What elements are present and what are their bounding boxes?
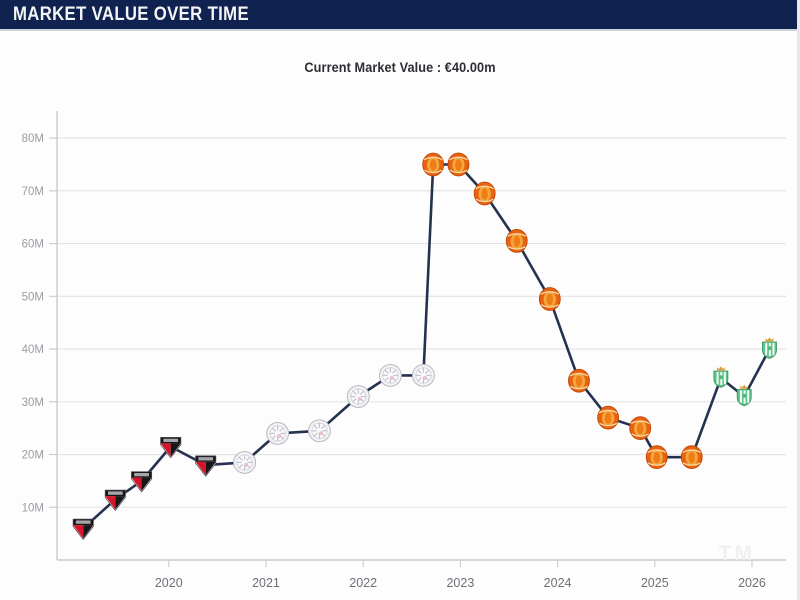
y-axis-tick-label: 60M [22, 239, 44, 251]
axis-lines [56, 111, 786, 561]
club-crest-orange-icon [597, 405, 620, 430]
chart-plot-area: 10M 20M 30M 40M 50M 60M 70M 80M 2020 2021 2022 202… [0, 95, 797, 600]
y-axis-tick-label: 10M [22, 502, 44, 514]
x-axis-tick-label: 2023 [446, 576, 474, 590]
club-crest-orange-icon [422, 152, 445, 177]
club-crest-orange-icon [568, 368, 590, 393]
widget-title: MARKET VALUE OVER TIME [13, 4, 249, 25]
club-crest-sao-paulo-icon [72, 518, 94, 540]
club-crest-silver-icon [266, 421, 290, 445]
club-crest-orange-icon [505, 229, 528, 253]
y-axis-ticks: 10M 20M 30M 40M 50M 60M 70M 80M [22, 133, 57, 514]
club-crest-silver-icon [346, 385, 370, 408]
y-axis-tick-label: 30M [22, 397, 44, 409]
x-axis-tick-label: 2026 [738, 576, 766, 590]
x-axis-tick-label: 2024 [544, 576, 572, 590]
club-crest-orange-icon [538, 287, 561, 311]
club-crest-sao-paulo-icon [104, 489, 126, 511]
watermark: TM [718, 542, 755, 565]
series-line [81, 163, 771, 530]
widget-header-bar: MARKET VALUE OVER TIME [0, 0, 797, 31]
y-axis-tick-label: 70M [22, 186, 44, 198]
gridlines [57, 137, 786, 508]
x-axis-tick-label: 2022 [349, 576, 377, 590]
club-crest-silver-icon [378, 363, 402, 387]
club-crest-betis-icon [762, 337, 777, 359]
club-crest-orange-icon [473, 181, 496, 206]
club-crest-orange-icon [680, 445, 703, 470]
club-crest-sao-paulo-icon [195, 455, 217, 477]
y-axis-tick-label: 20M [22, 450, 44, 462]
club-crest-sao-paulo-icon [131, 471, 153, 493]
x-axis-ticks: 2020 2021 2022 2023 2024 2025 2026 [155, 560, 766, 590]
y-axis-tick-label: 80M [22, 133, 44, 145]
x-axis-tick-label: 2020 [155, 576, 183, 590]
club-crest-silver-icon [307, 419, 331, 443]
current-market-value-label: Current Market Value : €40.00m [304, 60, 496, 75]
club-crest-orange-icon [629, 416, 652, 441]
club-crest-silver-icon [411, 363, 435, 387]
club-crest-orange-icon [447, 152, 470, 177]
club-crest-betis-icon [713, 366, 729, 388]
club-crest-sao-paulo-icon [160, 437, 182, 459]
market-value-line [81, 163, 771, 530]
y-axis-tick-label: 40M [22, 344, 44, 356]
y-axis-tick-label: 50M [22, 291, 44, 303]
club-crest-betis-icon [736, 384, 752, 407]
club-crest-silver-icon [233, 450, 257, 474]
x-axis-tick-label: 2025 [641, 576, 669, 590]
x-axis-tick-label: 2021 [252, 576, 280, 590]
club-crest-orange-icon [645, 445, 668, 470]
data-point-markers [72, 152, 777, 540]
